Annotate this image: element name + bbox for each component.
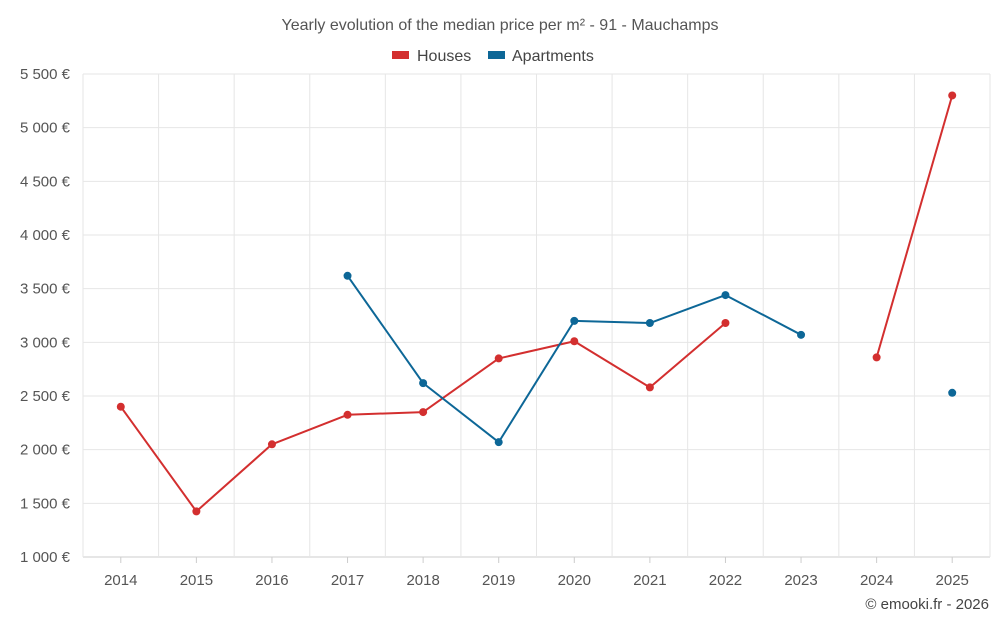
x-tick-label: 2015 [180, 572, 213, 589]
x-tick-label: 2017 [331, 572, 364, 589]
x-tick-label: 2014 [104, 572, 137, 589]
gridlines [82, 73, 991, 558]
y-tick-label: 4 500 € [20, 173, 71, 190]
series-line [119, 322, 727, 513]
y-tick-label: 2 500 € [20, 388, 71, 405]
y-tick-label: 1 500 € [20, 495, 71, 512]
data-point[interactable] [116, 402, 125, 411]
data-point[interactable] [192, 507, 201, 516]
data-point[interactable] [419, 408, 428, 417]
x-axis-ticks: 2014 2015 2016 2017 2018 2019 2020 2021 2022 2023… [104, 557, 969, 589]
data-point[interactable] [343, 410, 352, 419]
y-tick-label: 1 000 € [20, 549, 71, 566]
data-point[interactable] [872, 353, 881, 362]
y-tick-label: 5 000 € [20, 120, 71, 137]
data-point[interactable] [797, 330, 806, 339]
legend-swatch [488, 51, 505, 59]
data-point[interactable] [645, 319, 654, 328]
x-tick-label: 2020 [558, 572, 591, 589]
data-point[interactable] [721, 291, 730, 300]
credit-text: © emooki.fr - 2026 [865, 596, 989, 613]
legend: Houses Apartments [392, 48, 594, 65]
x-tick-label: 2023 [784, 572, 817, 589]
x-tick-label: 2024 [860, 572, 893, 589]
data-point[interactable] [948, 388, 957, 397]
x-tick-label: 2022 [709, 572, 742, 589]
y-tick-label: 4 000 € [20, 227, 71, 244]
data-point[interactable] [343, 271, 352, 280]
series-apartments [343, 271, 957, 447]
data-point[interactable] [570, 337, 579, 346]
legend-label[interactable]: Apartments [512, 48, 594, 65]
y-tick-label: 3 500 € [20, 281, 71, 298]
series-lines [116, 91, 957, 516]
x-tick-label: 2016 [255, 572, 288, 589]
data-point[interactable] [267, 440, 276, 449]
y-tick-label: 2 000 € [20, 442, 71, 459]
legend-swatch [392, 51, 409, 59]
legend-label[interactable]: Houses [417, 48, 471, 65]
series-houses [116, 91, 957, 516]
x-tick-label: 2021 [633, 572, 666, 589]
x-tick-label: 2025 [936, 572, 969, 589]
data-point[interactable] [494, 438, 503, 447]
data-point[interactable] [570, 316, 579, 325]
data-point[interactable] [721, 319, 730, 328]
x-tick-label: 2019 [482, 572, 515, 589]
chart-title: Yearly evolution of the median price per… [282, 17, 719, 34]
x-tick-label: 2018 [406, 572, 439, 589]
series-line [875, 95, 954, 358]
data-point[interactable] [494, 354, 503, 363]
series-line [346, 275, 802, 444]
y-tick-label: 5 500 € [20, 66, 71, 83]
data-point[interactable] [419, 379, 428, 388]
data-point[interactable] [645, 383, 654, 392]
data-point[interactable] [948, 91, 957, 100]
y-axis-ticks: 1 000 € 1 500 € 2 000 € 2 500 € 3 000 € 3 500… [20, 66, 71, 566]
y-tick-label: 3 000 € [20, 334, 71, 351]
